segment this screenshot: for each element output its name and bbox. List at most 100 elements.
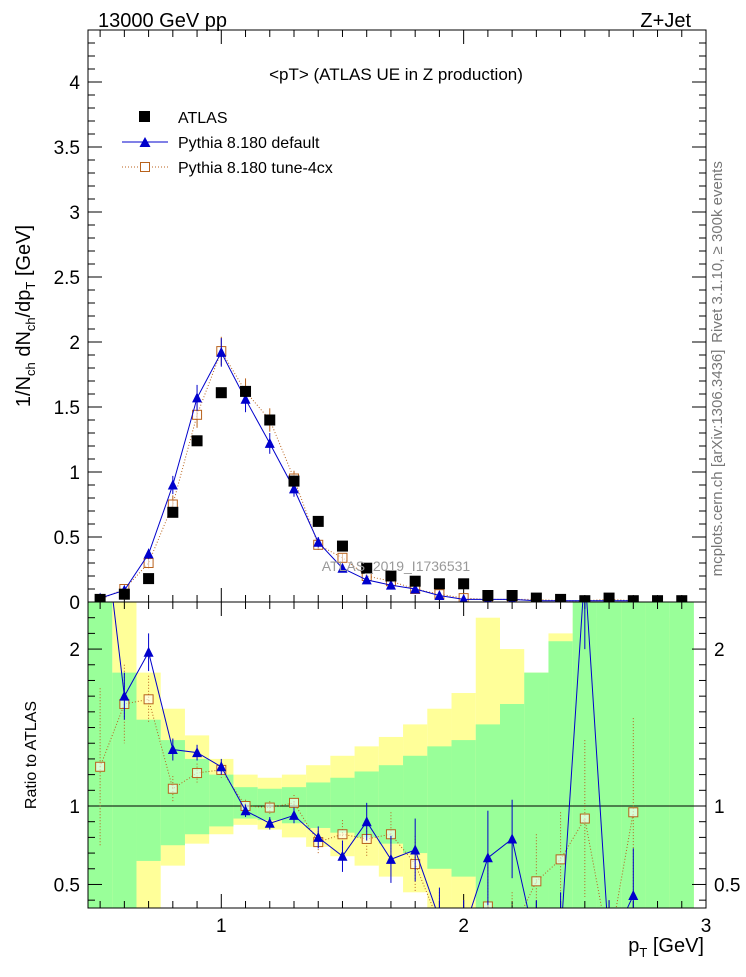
main-y-tick-label: 4 [69, 73, 80, 94]
main-y-tick-label: 1.5 [54, 398, 80, 419]
main-point-tune [192, 409, 203, 420]
ratio-point-tune [508, 927, 517, 936]
main-point-atlas [191, 435, 203, 447]
main-point-atlas [627, 595, 639, 602]
main-y-tick-label: 0 [69, 593, 80, 614]
ratio-point-tune [143, 694, 154, 705]
main-point-default [459, 593, 468, 602]
main-point-default [264, 437, 275, 448]
legend: ATLAS Pythia 8.180 default Pythia 8.180 … [122, 110, 333, 177]
ratio-y-tick-label: 1 [69, 797, 80, 818]
ratio-point-default [167, 744, 178, 755]
ratio-point-tune [579, 813, 590, 824]
main-point-default [361, 574, 372, 585]
header-right: Z+Jet [640, 10, 691, 32]
main-point-atlas [652, 595, 664, 602]
ratio-frame [87, 601, 707, 909]
main-point-atlas [312, 515, 324, 527]
ratio-point-default [264, 817, 275, 828]
ratio-point-default [434, 913, 444, 923]
main-point-default [410, 583, 421, 594]
main-point-atlas [506, 590, 518, 601]
ratio-point-tune [289, 797, 299, 808]
main-y-axis-label: 1/Nch dNch/dpT [GeV] [13, 225, 38, 407]
ratio-green-band [669, 602, 694, 908]
main-point-atlas [264, 414, 276, 426]
legend-marker-atlas [139, 111, 150, 122]
ratio-point-default [361, 816, 372, 827]
ratio-point-tune [605, 943, 614, 952]
main-data [94, 336, 688, 602]
ratio-y-tick-label: 0.5 [54, 875, 80, 896]
ratio-green-band [548, 641, 573, 908]
main-point-default [385, 579, 396, 590]
chart-title: <pT> (ATLAS UE in Z production) [269, 65, 523, 84]
ratio-point-default [482, 852, 493, 863]
main-y-tick-label: 2 [69, 333, 80, 354]
ratio-green-band [645, 602, 670, 908]
main-y-tick-label: 0.5 [54, 528, 80, 549]
main-point-atlas [458, 578, 470, 590]
ratio-green-band [136, 719, 161, 861]
main-point-tune [143, 558, 154, 568]
main-point-atlas [409, 575, 421, 587]
ratio-point-default [385, 853, 396, 864]
ratio-point-tune [435, 919, 444, 928]
rivet-label: Rivet 3.1.10, ≥ 300k events [709, 161, 726, 343]
legend-marker-tune [140, 162, 150, 172]
main-y-axis: 0 0.5 1 1.5 2 2.5 3 3.5 4 [54, 29, 707, 614]
ratio-point-default [507, 833, 518, 844]
main-y-tick-label: 3.5 [54, 138, 80, 159]
main-point-default [240, 393, 251, 404]
main-point-atlas [361, 562, 373, 574]
main-point-default [289, 483, 299, 494]
ratio-point-tune [531, 876, 542, 887]
watermark: ATLAS_2019_I1736531 [322, 558, 471, 574]
main-point-atlas [555, 593, 567, 602]
main-y-tick-label: 1 [69, 463, 80, 484]
main-point-default [192, 392, 203, 403]
main-point-tune [337, 552, 348, 563]
x-axis-label: pT [GeV] [628, 935, 704, 960]
legend-marker-default [139, 137, 151, 147]
x-tick-label: 3 [701, 916, 712, 937]
main-point-atlas [433, 578, 445, 590]
main-point-atlas [385, 570, 397, 582]
legend-label-atlas: ATLAS [178, 110, 228, 127]
legend-label-default: Pythia 8.180 default [178, 135, 320, 152]
ratio-point-default [604, 942, 614, 952]
legend-label-tune: Pythia 8.180 tune-4cx [178, 160, 333, 177]
ratio-point-default [628, 889, 639, 900]
ratio-y-tick-label: 2 [69, 640, 80, 661]
main-point-default [337, 562, 348, 573]
main-point-atlas [240, 385, 252, 397]
ratio-y-tick-label-right: 0.5 [714, 875, 740, 896]
main-point-atlas [143, 573, 155, 585]
main-point-atlas [579, 595, 591, 602]
main-point-atlas [118, 588, 130, 600]
ratio-point-default [216, 761, 227, 772]
ratio-point-default [192, 747, 203, 758]
ratio-y-tick-label-right: 1 [714, 797, 725, 818]
ratio-data [95, 487, 639, 952]
main-point-default [216, 346, 227, 357]
ratio-green-band [330, 777, 355, 833]
main-y-tick-label: 3 [69, 203, 80, 224]
ratio-point-tune [264, 802, 275, 813]
ratio-point-tune [167, 783, 178, 794]
ratio-point-default [95, 487, 105, 497]
ratio-green-band [427, 746, 452, 869]
main-point-atlas [530, 592, 542, 602]
ratio-axes: 0.5 0.5 1 1 2 2 1 2 3 [54, 602, 740, 937]
main-point-atlas [336, 540, 348, 552]
main-point-atlas [603, 592, 615, 602]
ratio-point-default [143, 646, 154, 657]
main-point-atlas [288, 475, 300, 487]
ratio-point-tune [95, 761, 106, 772]
ratio-point-default [240, 805, 251, 816]
main-point-atlas [94, 593, 106, 602]
ratio-panel: 0.5 0.5 1 1 2 2 1 2 3 Ratio to ATLAS pT [GeV] [23, 487, 740, 960]
ratio-green-band [572, 602, 597, 908]
